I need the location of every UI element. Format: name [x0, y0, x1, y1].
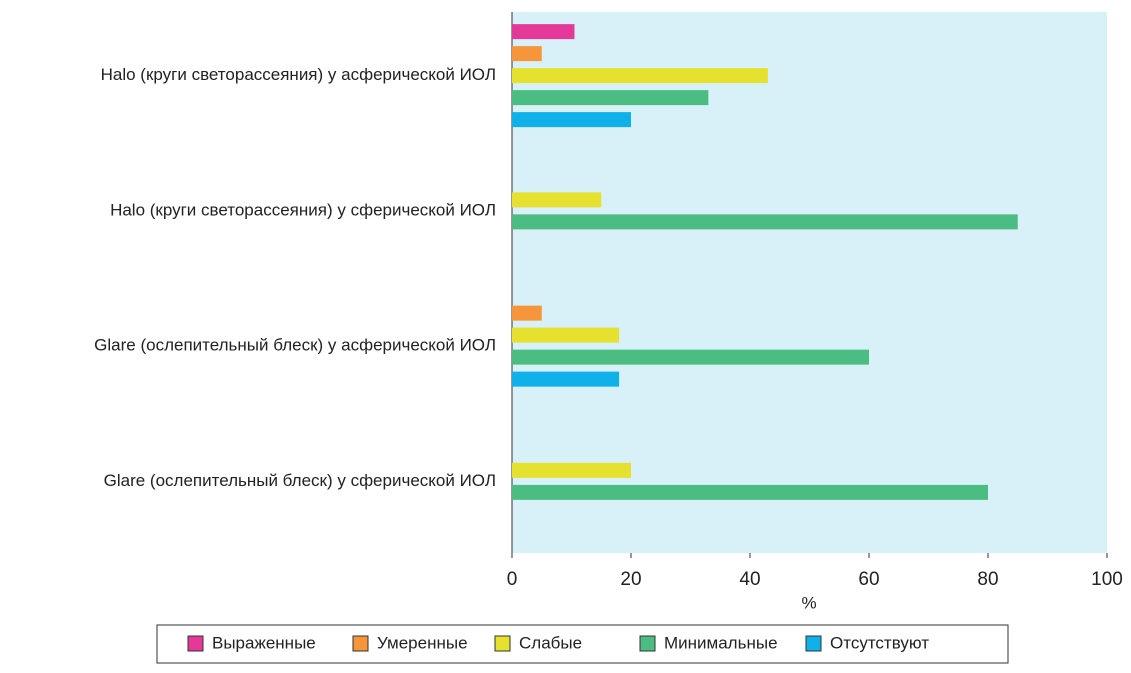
x-tick-label: 60	[858, 569, 879, 590]
bar	[512, 90, 709, 106]
bar	[512, 371, 620, 387]
legend-label: Выраженные	[212, 633, 316, 652]
x-tick-label: 0	[507, 569, 518, 590]
bar	[512, 68, 768, 84]
legend-swatch	[805, 635, 822, 652]
legend-label: Минимальные	[664, 633, 778, 652]
bar	[512, 24, 575, 40]
x-tick-label: 40	[739, 569, 760, 590]
legend-label: Умеренные	[377, 633, 468, 652]
x-tick-label: 80	[977, 569, 998, 590]
legend-label: Слабые	[519, 633, 582, 652]
x-tick-label: 20	[620, 569, 641, 590]
bar	[512, 327, 620, 343]
legend-swatch	[187, 635, 204, 652]
legend-swatch	[494, 635, 511, 652]
y-tick-label: Glare (ослепительный блеск) у асферическ…	[94, 336, 496, 355]
bar	[512, 305, 542, 321]
legend-swatch	[352, 635, 369, 652]
y-tick-label: Halo (круги светорассеяния) у асферическ…	[101, 65, 496, 84]
y-tick-label: Halo (круги светорассеяния) у сферическо…	[110, 200, 496, 219]
legend-swatch	[639, 635, 656, 652]
y-tick-label: Glare (ослепительный блеск) у сферическо…	[104, 471, 496, 490]
x-axis-label: %	[801, 593, 816, 612]
legend-label: Отсутствуют	[830, 633, 929, 652]
bar	[512, 484, 988, 500]
legend	[156, 624, 1009, 664]
bar	[512, 462, 631, 478]
bar	[512, 112, 631, 128]
bar	[512, 214, 1018, 230]
x-tick-label: 100	[1091, 569, 1123, 590]
bar	[512, 192, 602, 208]
bar	[512, 46, 542, 62]
bar	[512, 349, 869, 365]
